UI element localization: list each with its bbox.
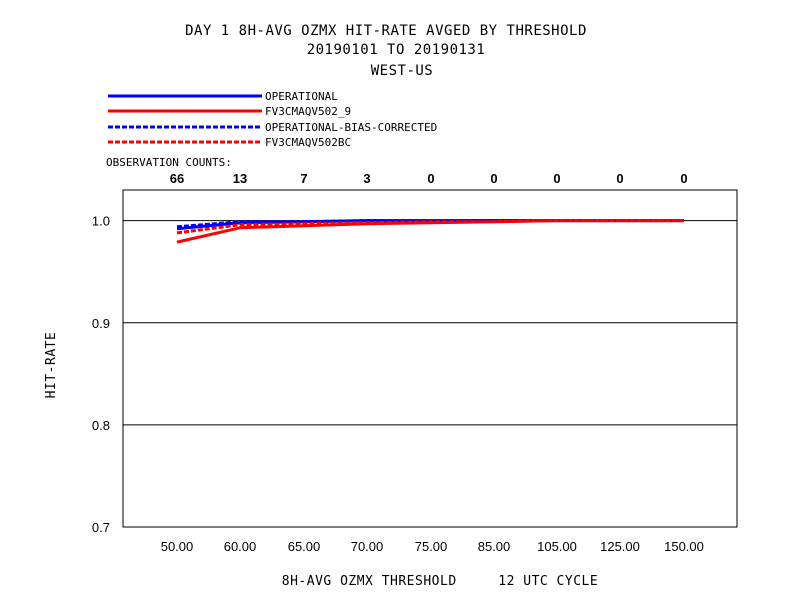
- legend: OPERATIONAL FV3CMAQV502_9 OPERATIONAL-BIAS…: [108, 90, 437, 149]
- x-tick-label: 85.00: [478, 539, 511, 554]
- x-tick-label: 60.00: [224, 539, 257, 554]
- x-tick-label: 105.00: [537, 539, 577, 554]
- observation-count: 0: [553, 171, 560, 186]
- observation-count: 7: [300, 171, 307, 186]
- observation-count: 3: [363, 171, 370, 186]
- y-tick-label: 0.9: [92, 316, 110, 331]
- series-line: [176, 219, 684, 235]
- x-tick-label: 75.00: [415, 539, 448, 554]
- legend-label: FV3CMAQV502BC: [265, 136, 351, 149]
- observation-count: 0: [490, 171, 497, 186]
- observation-count: 0: [616, 171, 623, 186]
- y-tick-label: 0.8: [92, 418, 110, 433]
- x-tick-label: 125.00: [600, 539, 640, 554]
- legend-label: OPERATIONAL: [265, 90, 338, 103]
- chart-date-range: 20190101 TO 20190131: [307, 42, 486, 58]
- y-tick-label: 0.7: [92, 520, 110, 535]
- plot-frame: [122, 189, 738, 528]
- chart-title: DAY 1 8H-AVG OZMX HIT-RATE AVGED BY THRE…: [185, 23, 587, 39]
- x-tick-label: 65.00: [288, 539, 321, 554]
- x-tick-label: 150.00: [664, 539, 704, 554]
- observation-counts-label: OBSERVATION COUNTS:: [106, 156, 232, 169]
- x-tick-label: 70.00: [351, 539, 384, 554]
- x-tick-label: 50.00: [161, 539, 194, 554]
- grid-lines: [123, 220, 737, 426]
- observation-count: 0: [427, 171, 434, 186]
- observation-count: 0: [680, 171, 687, 186]
- legend-label: OPERATIONAL-BIAS-CORRECTED: [265, 121, 437, 134]
- observation-counts: 66 13 7 3 0 0 0 0 0: [170, 171, 688, 186]
- chart-region: WEST-US: [371, 63, 434, 79]
- y-tick-label: 1.0: [92, 214, 110, 229]
- legend-label: FV3CMAQV502_9: [265, 105, 351, 118]
- y-axis-title: HIT-RATE: [44, 332, 59, 399]
- x-tick-labels: 50.00 60.00 65.00 70.00 75.00 85.00 105.00 125.…: [161, 539, 704, 554]
- observation-count: 13: [233, 171, 247, 186]
- x-axis-title: 8H-AVG OZMX THRESHOLD 12 UTC CYCLE: [282, 574, 598, 589]
- observation-count: 66: [170, 171, 184, 186]
- y-tick-labels: 0.7 0.8 0.9 1.0: [92, 214, 110, 535]
- series-layer: [176, 219, 684, 244]
